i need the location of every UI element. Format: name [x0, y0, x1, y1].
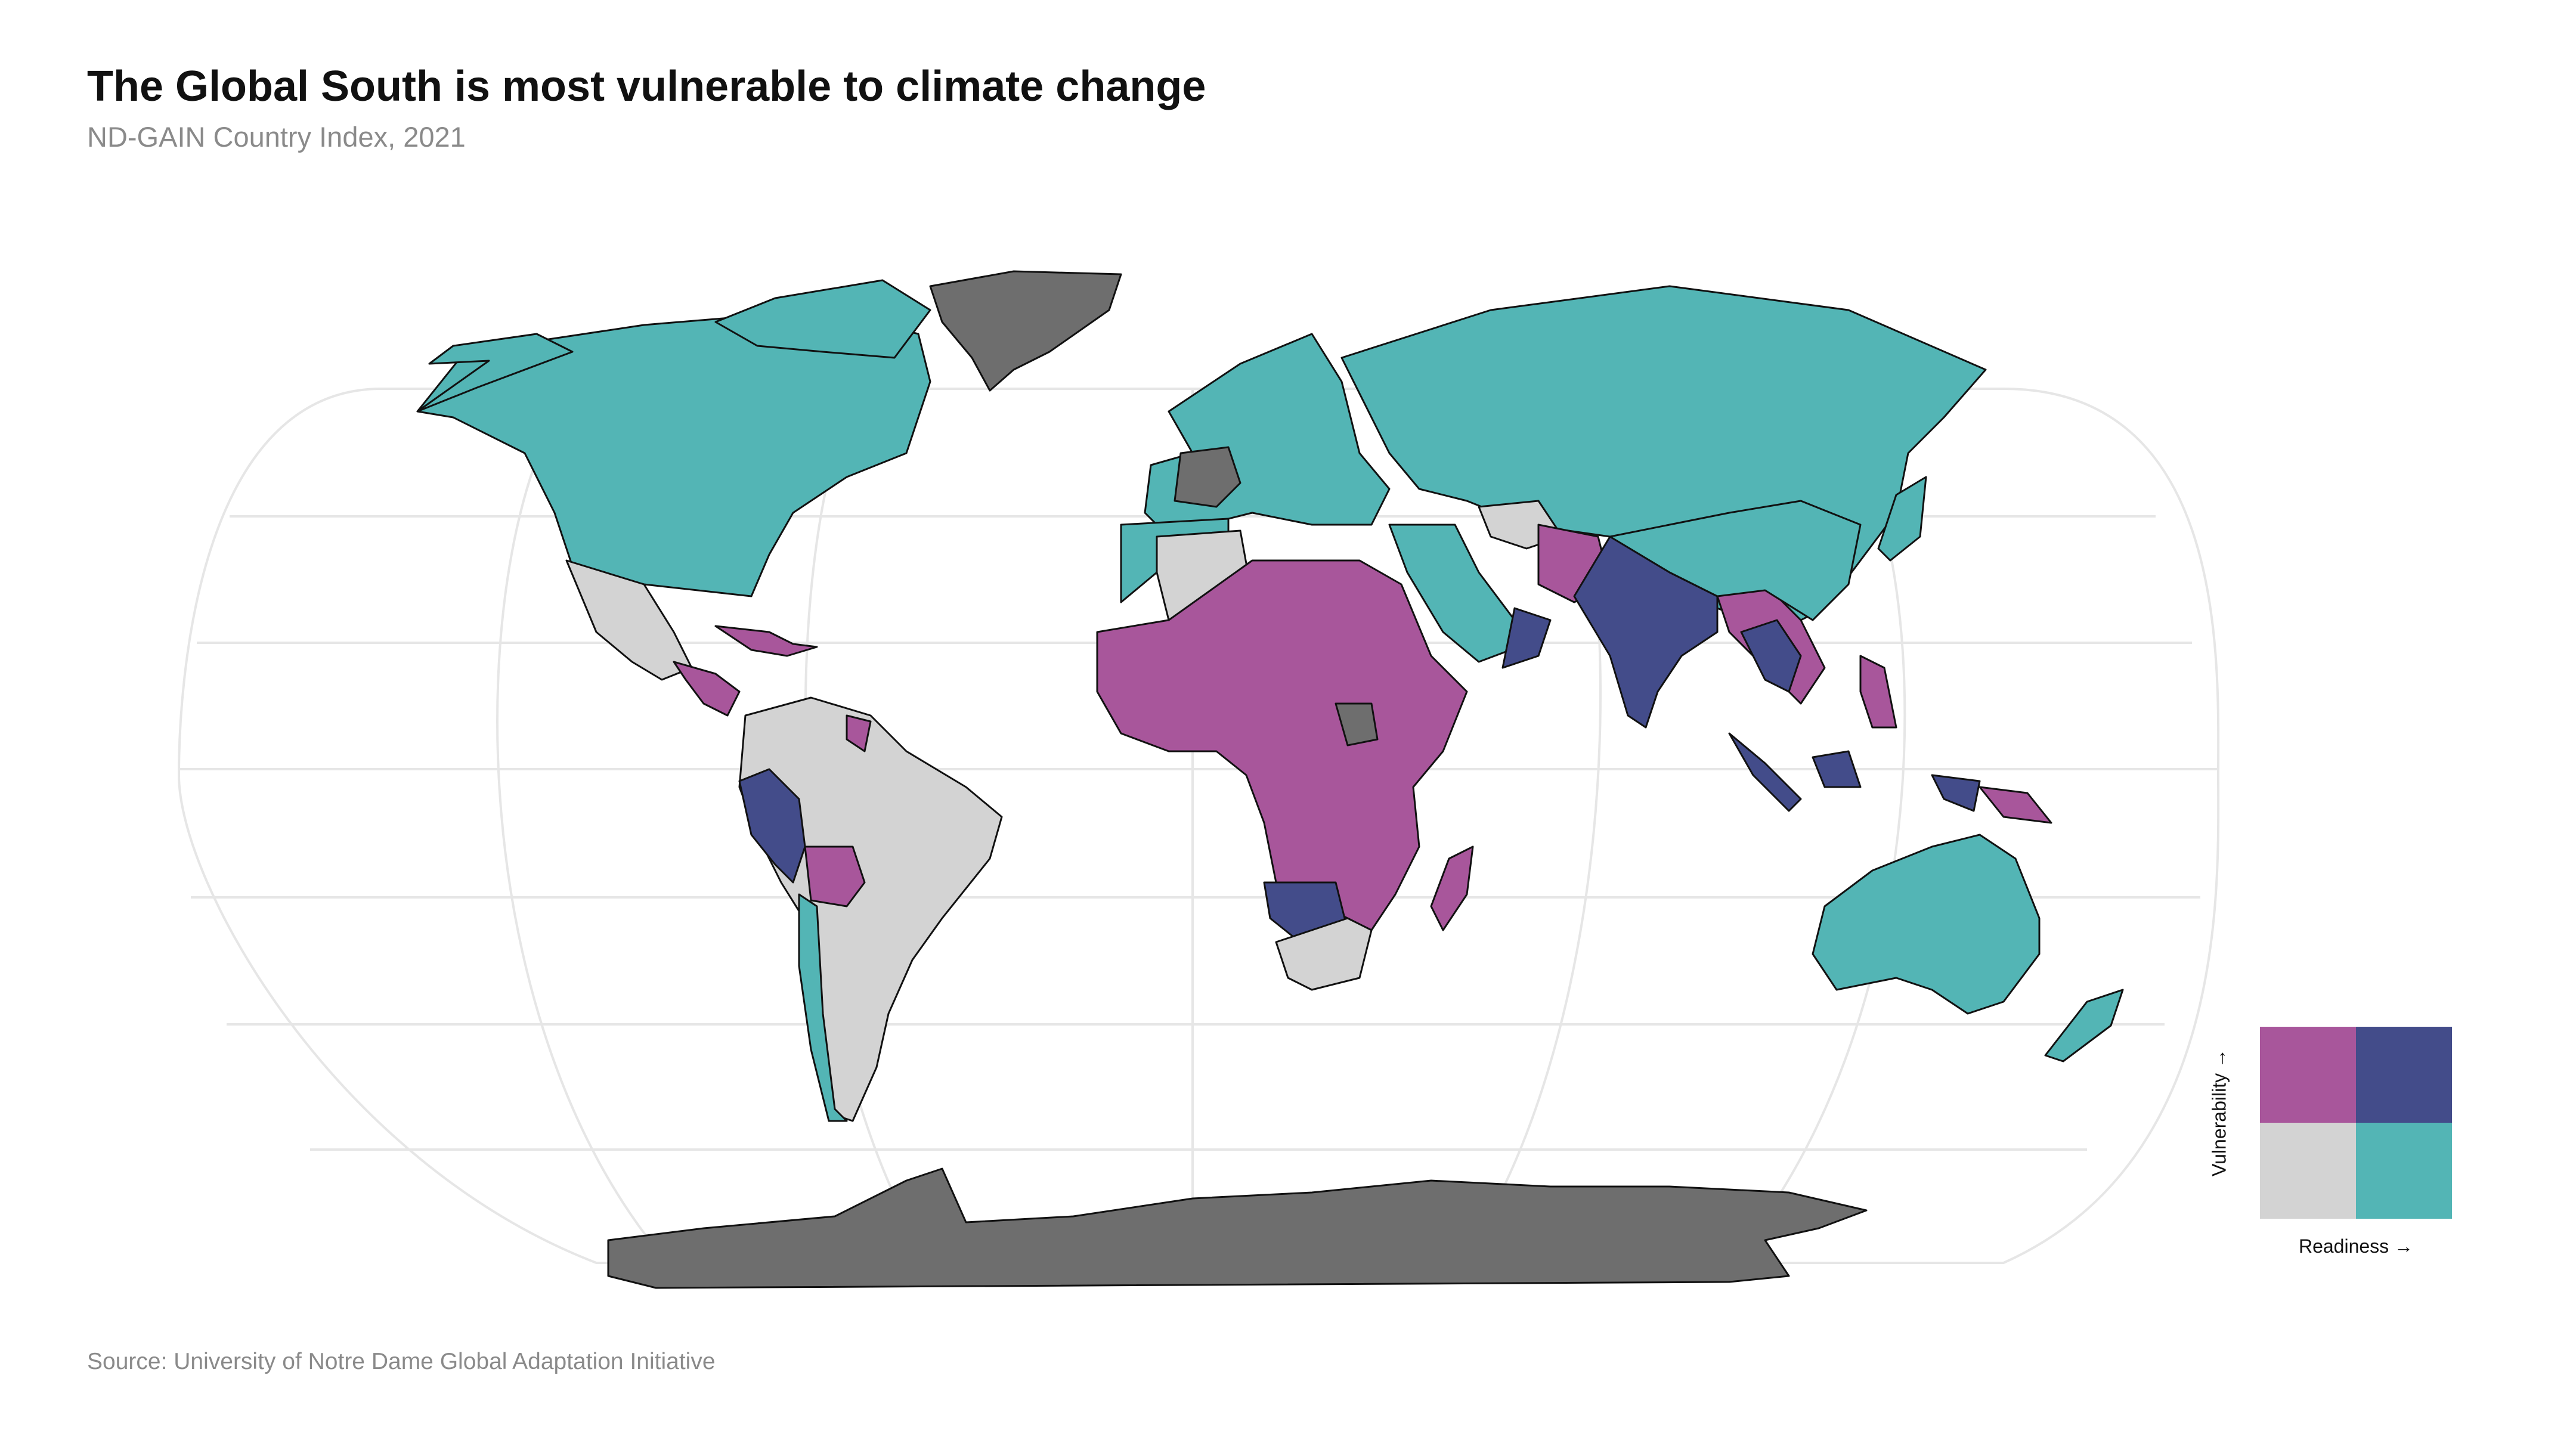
central-america: [673, 661, 741, 717]
antarctica: [607, 1167, 1868, 1289]
south-america-north: [738, 696, 1003, 1122]
chile: [798, 893, 848, 1122]
bolivia: [804, 845, 866, 907]
guyana: [846, 714, 872, 752]
south-africa: [1275, 917, 1373, 991]
africa: [1096, 559, 1468, 931]
legend-readiness-label: Readiness →: [2298, 1235, 2414, 1257]
australia: [1812, 834, 2041, 1015]
france: [1174, 446, 1241, 508]
indonesia-sumatra: [1728, 732, 1802, 812]
legend-vulnerability-label: Vulnerability →: [2208, 1048, 2230, 1177]
caribbean: [714, 625, 818, 657]
greenland: [929, 270, 1122, 392]
graticule-outline: [177, 388, 2220, 1264]
source-caption: Source: University of Notre Dame Global …: [87, 1349, 716, 1374]
legend-cell-low-vulnerability-high-readiness: [2356, 1123, 2452, 1219]
alaska-coast: [416, 333, 574, 413]
japan: [1877, 476, 1927, 562]
new-zealand: [2044, 989, 2124, 1063]
countries: [416, 270, 2124, 1289]
philippines: [1859, 655, 1897, 729]
mexico: [565, 559, 693, 681]
indonesia-east: [1812, 750, 1981, 812]
arctic-islands: [714, 279, 931, 359]
yemen-oman: [1501, 607, 1552, 669]
legend-cell-high-vulnerability-high-readiness: [2356, 1027, 2452, 1123]
bivariate-legend: [2260, 1027, 2452, 1219]
south-sudan: [1335, 702, 1379, 747]
peru-ecuador: [738, 768, 806, 884]
indochina: [1740, 619, 1802, 693]
china: [1609, 500, 1862, 621]
graticule: [177, 388, 2220, 1264]
legend-cell-low-vulnerability-low-readiness: [2260, 1123, 2356, 1219]
papua-new-guinea: [1979, 786, 2052, 824]
legend-cell-high-vulnerability-low-readiness: [2260, 1027, 2356, 1123]
graticule-meridian: [496, 388, 669, 1264]
map-title: The Global South is most vulnerable to c…: [87, 63, 1206, 110]
map-subtitle: ND-GAIN Country Index, 2021: [87, 121, 466, 153]
madagascar: [1430, 845, 1474, 931]
